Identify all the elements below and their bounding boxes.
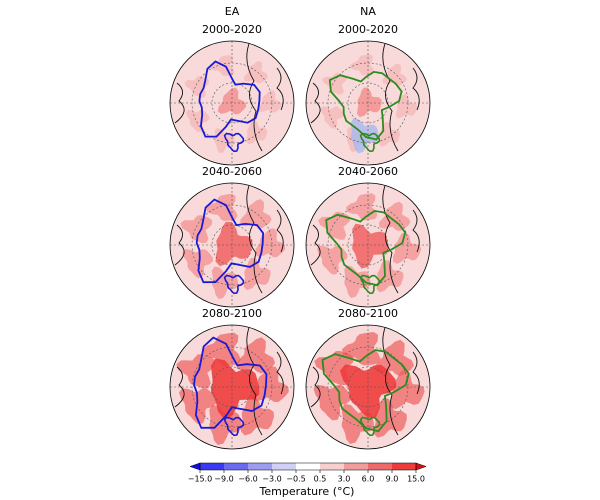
coastline	[174, 325, 284, 436]
colorbar-segment	[320, 463, 345, 470]
warm-area	[341, 332, 381, 366]
colorbar-segment	[224, 463, 249, 470]
map-panel	[306, 41, 430, 165]
panel-title: 2040-2060	[338, 165, 398, 178]
colorbar-tick-label: 6.0	[362, 475, 375, 484]
map-border	[169, 182, 295, 308]
warm-area	[318, 211, 350, 240]
colorbar-tick-label: −0.5	[286, 475, 305, 484]
contour	[195, 198, 265, 284]
warm-area	[250, 366, 289, 402]
warm-area	[246, 119, 268, 145]
colorbar-tick-label: 0.5	[314, 475, 327, 484]
contour	[223, 274, 245, 295]
warm-area	[209, 405, 242, 445]
contour	[359, 416, 381, 437]
coastline	[310, 41, 420, 152]
warm-area	[393, 232, 422, 264]
colorbar-segment	[368, 463, 393, 470]
panel-title: 2000-2020	[338, 23, 398, 36]
colorbar-label: Temperature (°C)	[259, 485, 355, 498]
warm-area	[382, 63, 407, 87]
map-border	[305, 182, 431, 308]
warm-area	[313, 384, 352, 421]
map-border	[305, 40, 431, 166]
warm-core	[217, 87, 247, 115]
coastline	[310, 325, 420, 436]
warm-area	[320, 106, 344, 129]
warm-area	[180, 215, 213, 244]
warm-core	[357, 87, 382, 118]
coastline	[310, 183, 420, 294]
warm-area	[344, 265, 371, 298]
warm-area	[322, 72, 347, 95]
map-panel	[170, 183, 294, 307]
contour	[321, 349, 410, 433]
map-panel	[170, 325, 294, 449]
panel-title: 2080-2100	[202, 307, 262, 320]
column-title: NA	[360, 5, 376, 18]
contour	[359, 274, 381, 295]
warm-core	[352, 223, 389, 269]
warm-core	[215, 221, 253, 267]
colorbar-extension	[189, 462, 201, 471]
contour	[198, 60, 261, 138]
colorbar-segment	[200, 463, 225, 470]
warm-area	[243, 60, 268, 84]
map-border	[169, 40, 295, 166]
map-panel	[306, 183, 430, 307]
warm-area	[185, 109, 210, 133]
colorbar-tick-label: 3.0	[338, 475, 351, 484]
warm-area	[390, 370, 425, 410]
warm-area	[379, 122, 400, 147]
colorbar-segment	[344, 463, 369, 470]
colorbar-segment	[296, 463, 321, 470]
contour	[325, 210, 407, 287]
colorbar-segment	[248, 463, 273, 470]
warm-area	[376, 260, 404, 293]
colorbar-tick-label: −15.0	[188, 475, 213, 484]
warm-area	[202, 332, 241, 366]
warm-area	[395, 94, 418, 119]
colorbar-tick-label: −9.0	[214, 475, 233, 484]
colorbar-tick-label: 9.0	[386, 475, 399, 484]
map-panel	[306, 325, 430, 449]
colorbar-segment	[392, 463, 417, 470]
warm-area	[241, 396, 274, 436]
warm-area	[317, 245, 348, 275]
coastline	[174, 41, 284, 152]
contour	[359, 132, 381, 153]
colorbar-extension	[415, 462, 427, 471]
coastline	[174, 183, 284, 294]
warm-core	[339, 364, 397, 418]
warm-area	[176, 354, 216, 389]
colorbar-segment	[272, 463, 297, 470]
panel-title: 2080-2100	[338, 307, 398, 320]
column-title: EA	[225, 5, 240, 18]
contour	[193, 336, 268, 429]
contour	[223, 416, 245, 437]
warm-area	[258, 90, 282, 113]
contour	[328, 70, 403, 141]
map-panel	[170, 41, 294, 165]
panel-title: 2040-2060	[202, 165, 262, 178]
warm-core	[210, 358, 260, 419]
warm-area	[182, 249, 213, 278]
contour	[223, 132, 245, 153]
colorbar-tick-label: −6.0	[238, 475, 257, 484]
colorbar-tick-label: −3.0	[262, 475, 281, 484]
warm-area	[379, 201, 411, 231]
map-border	[169, 324, 295, 450]
warm-area	[211, 266, 239, 300]
map-border	[305, 324, 431, 450]
colorbar-tick-label: 15.0	[407, 475, 425, 484]
warm-area	[184, 76, 209, 98]
panel-title: 2000-2020	[202, 23, 262, 36]
colorbar-frame	[199, 462, 417, 471]
